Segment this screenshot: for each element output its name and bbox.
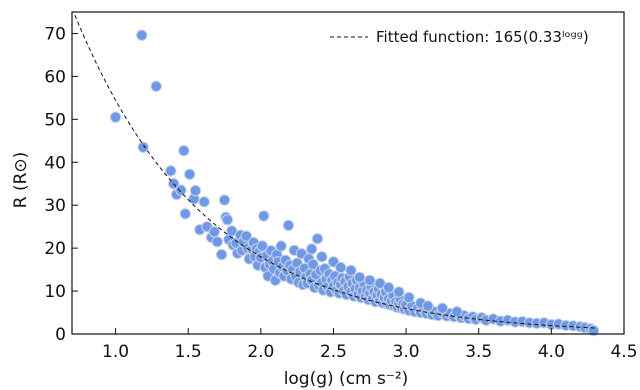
data-point (364, 274, 376, 287)
data-point (136, 29, 148, 41)
data-point (178, 144, 190, 157)
data-point (305, 243, 318, 255)
data-point (275, 240, 287, 252)
y-tick-label: 40 (44, 153, 66, 173)
data-point (240, 230, 253, 242)
x-tick-label: 3.5 (465, 342, 492, 362)
x-tick-label: 1.0 (102, 342, 129, 362)
y-tick-label: 20 (44, 239, 66, 259)
data-point (109, 111, 122, 123)
data-point (422, 300, 434, 312)
data-point (307, 258, 319, 271)
data-point (258, 210, 270, 222)
data-point (335, 261, 347, 274)
data-point (150, 80, 162, 92)
data-point (165, 165, 177, 177)
x-tick-label: 4.0 (538, 342, 565, 362)
data-point (215, 248, 228, 261)
data-point (345, 264, 357, 277)
y-tick-label: 70 (44, 24, 66, 44)
y-tick-label: 50 (44, 110, 66, 130)
x-tick-label: 3.0 (393, 342, 420, 362)
x-tick-label: 2.5 (320, 342, 347, 362)
y-tick-label: 30 (44, 196, 66, 216)
legend: Fitted function: 165(0.33ˡᵒᵍᵍ) (330, 28, 589, 46)
data-point (179, 208, 192, 220)
x-axis-label: log(g) (cm s⁻²) (284, 369, 409, 389)
data-point (282, 219, 295, 232)
axis-ticks: 1.0 1.5 2.0 2.5 3.0 3.5 4.0 4.5 0 10 20 30 40 50 60 70 (44, 24, 637, 362)
data-point (211, 235, 223, 248)
scatter-points (109, 29, 600, 337)
data-point (403, 291, 415, 304)
data-point (436, 302, 449, 314)
data-point (175, 184, 187, 196)
data-point (137, 141, 149, 153)
data-point (451, 305, 463, 318)
data-point (382, 281, 395, 294)
data-point (311, 232, 324, 245)
data-point (393, 286, 405, 298)
data-point (316, 251, 328, 263)
x-tick-label: 1.5 (175, 342, 202, 362)
x-tick-label: 4.5 (610, 342, 637, 362)
y-axis-label: R (R⊙) (11, 152, 31, 209)
data-point (221, 214, 234, 226)
data-point (183, 168, 196, 180)
data-point (256, 240, 268, 252)
plot-frame (71, 11, 625, 335)
data-point (208, 226, 221, 238)
x-tick-label: 2.0 (247, 342, 274, 362)
data-point (189, 184, 202, 197)
y-tick-label: 10 (44, 282, 66, 302)
y-tick-label: 0 (55, 325, 66, 345)
data-point (218, 194, 231, 206)
legend-label: Fitted function: 165(0.33ˡᵒᵍᵍ) (376, 28, 589, 46)
y-tick-label: 60 (44, 67, 66, 87)
data-point (353, 271, 366, 284)
data-point (198, 196, 210, 208)
fitted-function-line (74, 14, 595, 329)
